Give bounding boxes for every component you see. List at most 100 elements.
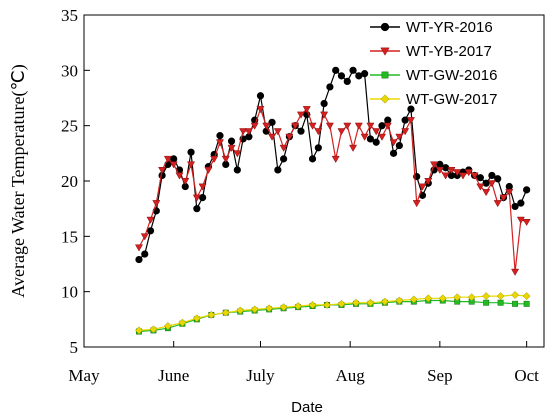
data-point [256, 106, 265, 114]
legend-marker [380, 22, 390, 32]
data-point [482, 179, 490, 187]
legend-marker [381, 71, 389, 79]
x-tick-label: Aug [336, 366, 366, 385]
data-point [378, 122, 386, 130]
data-point [430, 161, 439, 169]
legend: WT-YR-2016 WT-YB-2017 WT-GW-2016 WT-GW-2017 [370, 19, 497, 108]
data-point [384, 116, 392, 124]
data-point [395, 296, 404, 305]
data-point [343, 122, 352, 130]
data-point [227, 144, 236, 152]
data-point [522, 218, 531, 227]
data-point [438, 294, 447, 303]
x-tick-label: Oct [514, 366, 539, 385]
y-tick-label: 5 [70, 338, 79, 357]
data-point [383, 122, 392, 130]
data-point [320, 99, 328, 108]
data-point [268, 118, 276, 126]
data-point [512, 300, 519, 307]
data-point [424, 178, 433, 186]
y-tick-label: 30 [61, 61, 78, 80]
x-tick-label: July [246, 366, 275, 385]
data-point [268, 133, 277, 141]
data-point [435, 166, 444, 175]
data-point [320, 111, 329, 119]
data-point [265, 304, 274, 313]
data-point [163, 155, 172, 163]
data-point [233, 150, 242, 158]
data-point [395, 141, 403, 150]
data-point [372, 138, 380, 146]
data-point [482, 292, 491, 301]
data-point [494, 175, 502, 183]
data-point [187, 161, 196, 169]
data-point [412, 200, 421, 208]
data-point [366, 122, 375, 130]
data-point [407, 105, 415, 113]
legend-marker [380, 94, 390, 104]
data-point [351, 298, 360, 307]
data-point [291, 122, 300, 130]
data-point [204, 166, 213, 175]
data-point [505, 189, 514, 197]
legend-item: WT-YR-2016 [370, 19, 493, 36]
data-point [279, 144, 288, 152]
data-point [453, 169, 462, 177]
data-point [511, 291, 520, 299]
data-point [482, 189, 491, 197]
data-point [377, 133, 387, 141]
data-point [314, 128, 323, 136]
data-point [296, 111, 306, 119]
y-tick-label: 15 [61, 227, 78, 246]
data-point [280, 155, 288, 163]
y-tick-label: 35 [61, 6, 78, 25]
data-point [523, 300, 530, 307]
data-point [135, 255, 143, 264]
data-point [499, 194, 508, 202]
data-point [314, 144, 322, 152]
x-tick-label: Sep [427, 366, 453, 385]
y-tick-label: 10 [61, 283, 78, 302]
data-point [337, 128, 346, 136]
data-point [483, 299, 490, 306]
data-point [366, 298, 375, 307]
data-point [215, 139, 225, 147]
series-wt-gw-2017 [135, 291, 531, 335]
data-point [323, 300, 331, 309]
data-point [210, 155, 219, 163]
data-point [343, 77, 351, 85]
data-point [488, 171, 496, 180]
data-point [331, 155, 340, 163]
data-point [308, 300, 317, 309]
data-point [192, 314, 201, 323]
data-point [227, 137, 236, 145]
data-point [380, 297, 389, 306]
data-point [221, 155, 230, 163]
y-axis: 5 10 15 20 25 30 35 [61, 6, 90, 357]
data-point [496, 292, 505, 301]
data-point [297, 127, 305, 135]
data-point [389, 139, 398, 147]
data-point [458, 172, 468, 180]
data-point [372, 128, 381, 136]
data-point [325, 122, 334, 130]
y-tick-label: 20 [61, 172, 78, 191]
data-point [236, 306, 245, 315]
data-point [244, 128, 253, 136]
data-point [401, 128, 410, 136]
data-point [523, 186, 531, 194]
data-point [476, 174, 484, 182]
data-point [178, 318, 187, 327]
series-layer [134, 66, 531, 335]
data-point [418, 183, 427, 191]
data-point [221, 308, 230, 317]
x-axis: May June July Aug Sep Oct [68, 341, 539, 385]
data-point [146, 216, 155, 224]
data-point [256, 92, 265, 100]
data-point [140, 233, 149, 241]
data-point [332, 66, 340, 74]
legend-marker [380, 47, 390, 56]
x-tick-label: June [158, 366, 189, 385]
data-point [163, 322, 172, 330]
data-point [497, 299, 504, 306]
